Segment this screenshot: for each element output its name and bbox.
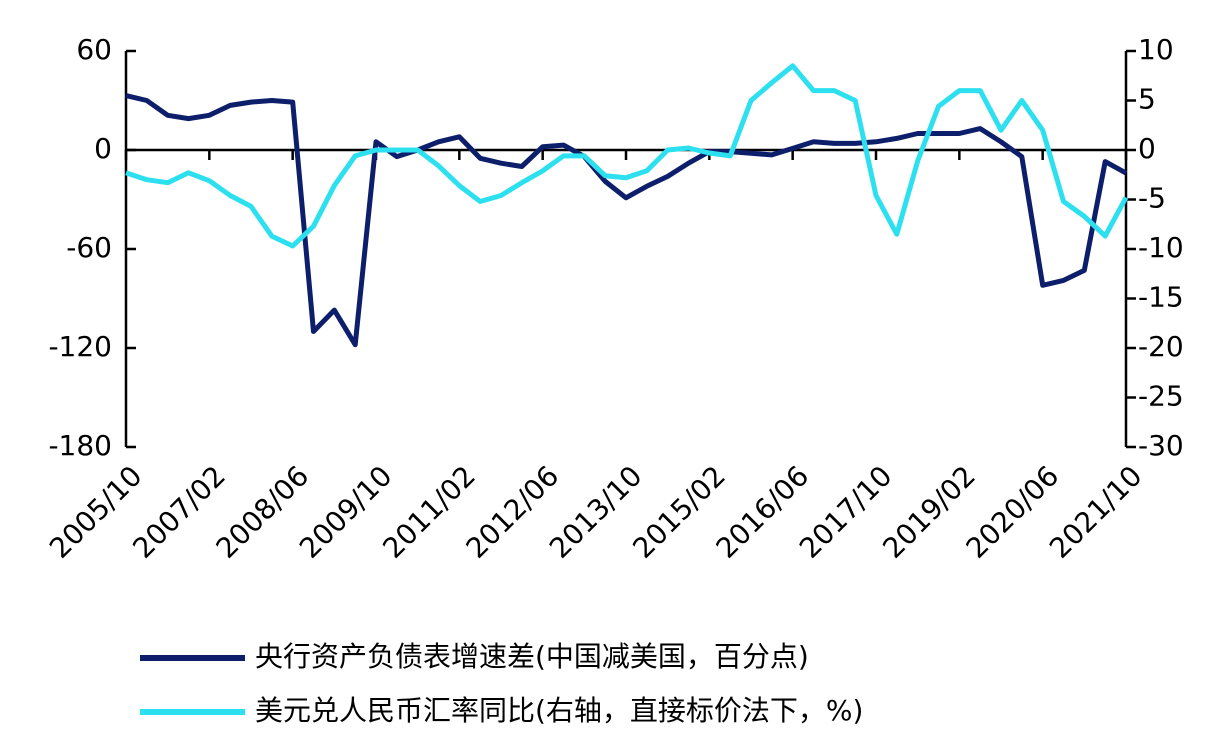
y-tick-label: 60 — [76, 33, 112, 66]
y2-tick-label: 10 — [1138, 33, 1174, 66]
y-tick-label: -120 — [48, 330, 112, 363]
y2-tick-label: 0 — [1138, 132, 1156, 165]
line-series — [125, 93, 1128, 348]
x-tick-label: 2021/10 — [1043, 459, 1149, 565]
y2-tick-label: -5 — [1138, 182, 1166, 215]
line-series — [125, 63, 1129, 249]
y2-tick-label: -20 — [1138, 330, 1184, 363]
y2-tick-label: -15 — [1138, 281, 1184, 314]
y-tick-label: -60 — [66, 231, 112, 264]
legend-label: 央行资产负债表增速差(中国减美国，百分点) — [255, 640, 809, 673]
y2-tick-label: -25 — [1138, 380, 1184, 413]
y2-tick-label: 5 — [1138, 83, 1156, 116]
legend-label: 美元兑人民币汇率同比(右轴，直接标价法下，%) — [255, 694, 863, 727]
y-tick-label: -180 — [48, 429, 112, 462]
y-tick-label: 0 — [94, 132, 112, 165]
y2-tick-label: -30 — [1138, 429, 1184, 462]
y2-tick-label: -10 — [1138, 231, 1184, 264]
